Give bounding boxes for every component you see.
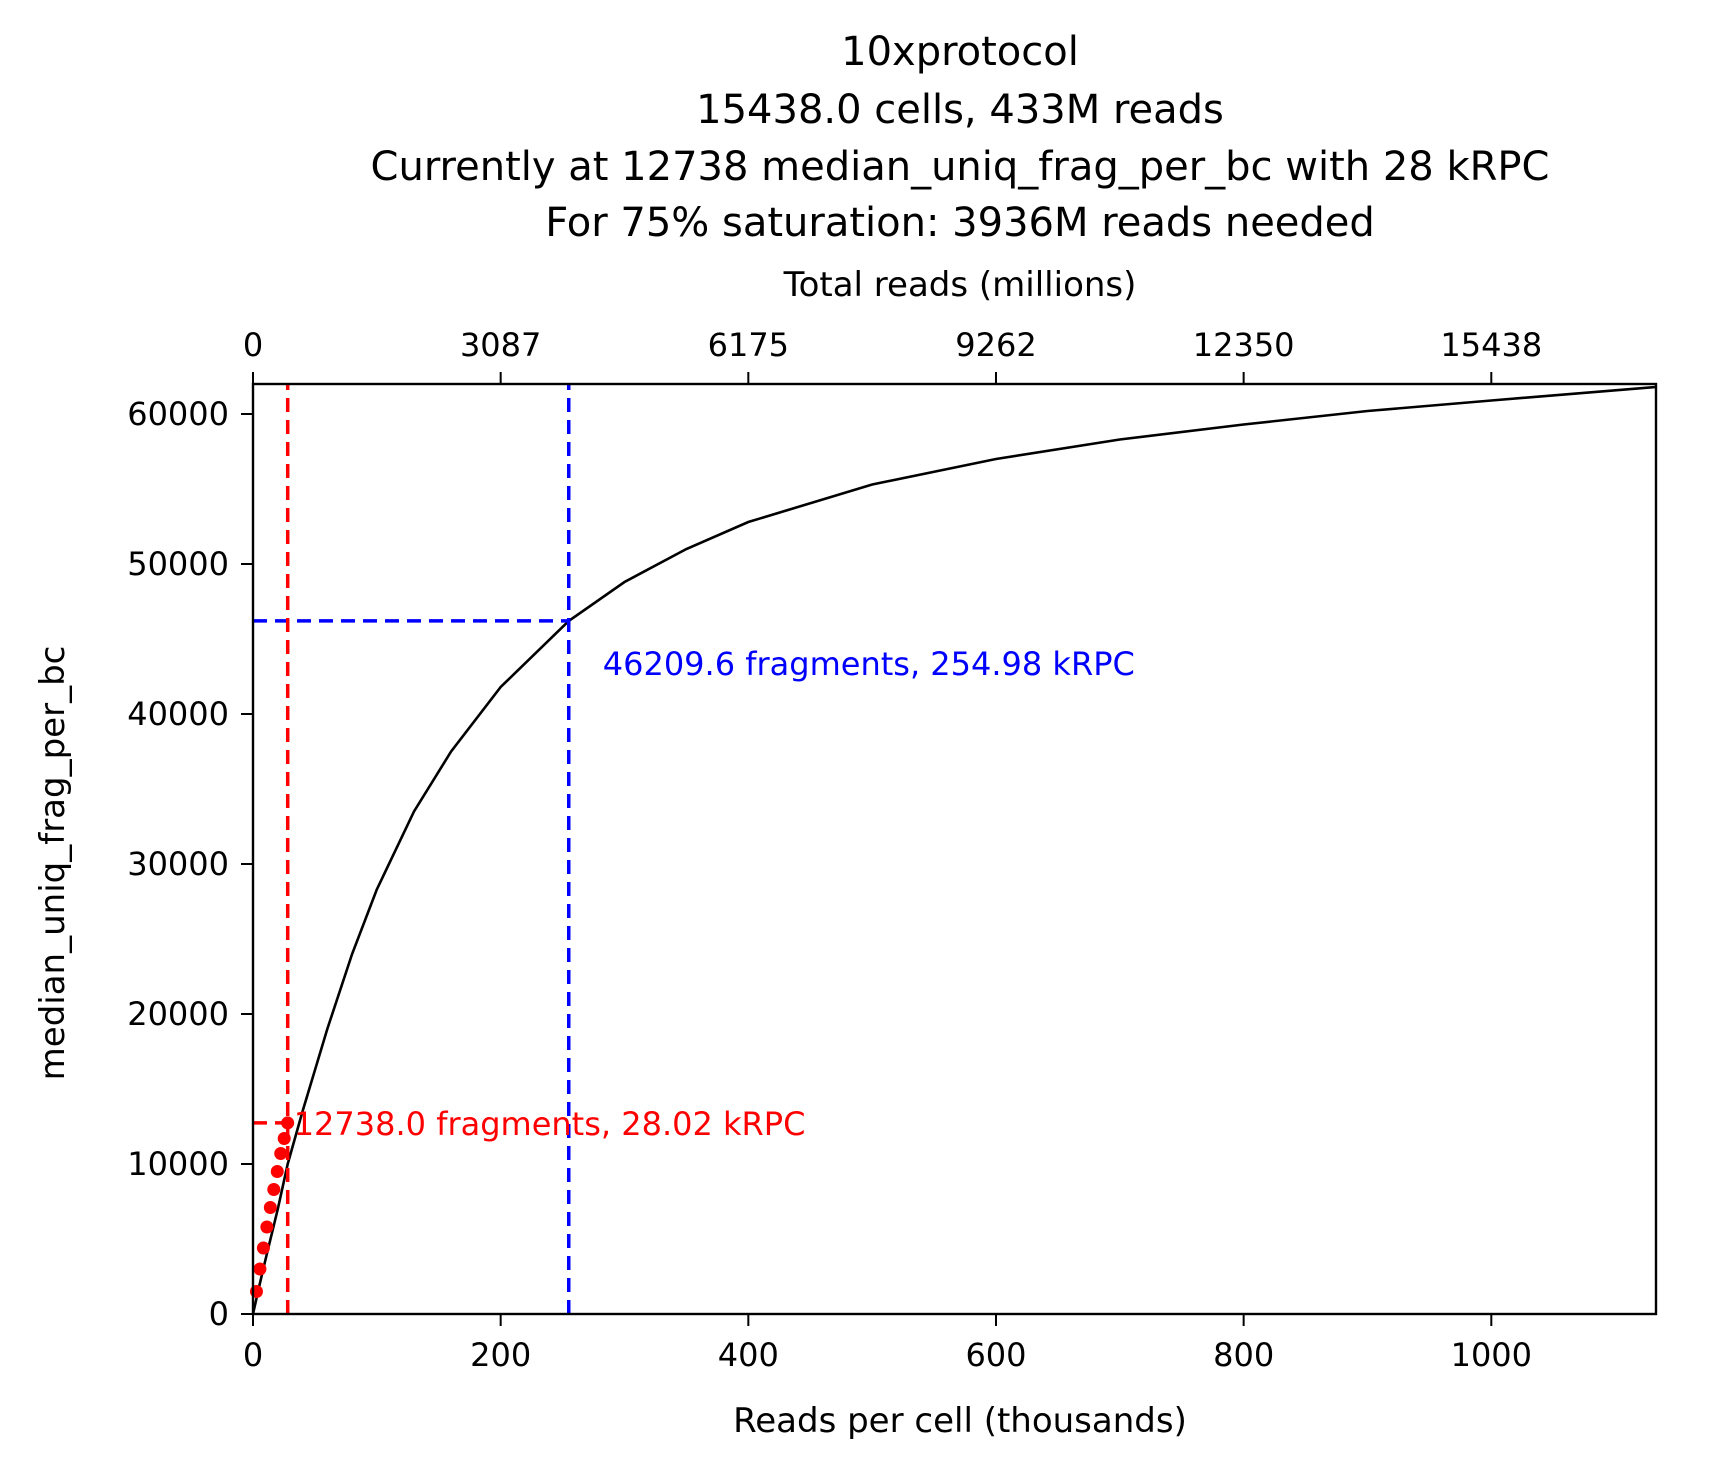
y-tick-label: 40000	[127, 695, 229, 733]
y-tick-label: 10000	[127, 1145, 229, 1183]
y-tick-label: 30000	[127, 845, 229, 883]
x-tick-label: 400	[718, 1336, 779, 1374]
y-axis-ticks: 0 10000 20000 30000 40000 50000 60000	[127, 395, 253, 1333]
saturation-marker-label: 46209.6 fragments, 254.98 kRPC	[603, 645, 1135, 683]
observed-point	[270, 1165, 284, 1178]
observed-point	[260, 1220, 274, 1234]
x2-axis-label: Total reads (millions)	[783, 265, 1137, 305]
y-tick-label: 50000	[127, 545, 229, 583]
x-tick-label: 200	[470, 1336, 531, 1374]
observed-point	[263, 1201, 277, 1214]
observed-point	[274, 1147, 288, 1160]
x2-tick-label: 9262	[955, 326, 1036, 364]
x2-tick-label: 0	[243, 326, 263, 364]
y-tick-label: 0	[209, 1295, 229, 1333]
title-line-1: 10xprotocol	[841, 29, 1079, 75]
y-tick-label: 60000	[127, 395, 229, 433]
chart-title: 10xprotocol 15438.0 cells, 433M reads Cu…	[371, 29, 1550, 246]
title-line-2: 15438.0 cells, 433M reads	[696, 87, 1224, 133]
observed-point	[253, 1262, 267, 1276]
y-axis-label: median_uniq_frag_per_bc	[33, 646, 73, 1081]
x-axis-ticks: 0 200 400 600 800 1000	[243, 1314, 1532, 1374]
current-marker-label: 12738.0 fragments, 28.02 kRPC	[294, 1105, 806, 1143]
title-line-4: For 75% saturation: 3936M reads needed	[545, 200, 1375, 246]
observed-point	[281, 1116, 295, 1130]
x-tick-label: 600	[965, 1336, 1026, 1374]
x2-tick-label: 15438	[1440, 326, 1542, 364]
x2-tick-label: 6175	[708, 326, 789, 364]
x-axis-label: Reads per cell (thousands)	[733, 1401, 1187, 1441]
x2-axis-ticks: 0 3087 6175 9262 12350 15438	[243, 326, 1542, 384]
y-tick-label: 20000	[127, 995, 229, 1033]
x-tick-label: 1000	[1451, 1336, 1532, 1374]
plot-area	[249, 384, 1657, 1315]
title-line-3: Currently at 12738 median_uniq_frag_per_…	[371, 144, 1550, 190]
fit-curve-line	[251, 385, 1657, 1315]
x2-tick-label: 12350	[1193, 326, 1295, 364]
observed-point	[256, 1241, 270, 1255]
observed-point	[277, 1132, 291, 1145]
x2-tick-label: 3087	[460, 326, 541, 364]
observed-point	[267, 1183, 281, 1196]
x-tick-label: 0	[243, 1336, 263, 1374]
x-tick-label: 800	[1213, 1336, 1274, 1374]
plot-frame	[251, 382, 1658, 1316]
